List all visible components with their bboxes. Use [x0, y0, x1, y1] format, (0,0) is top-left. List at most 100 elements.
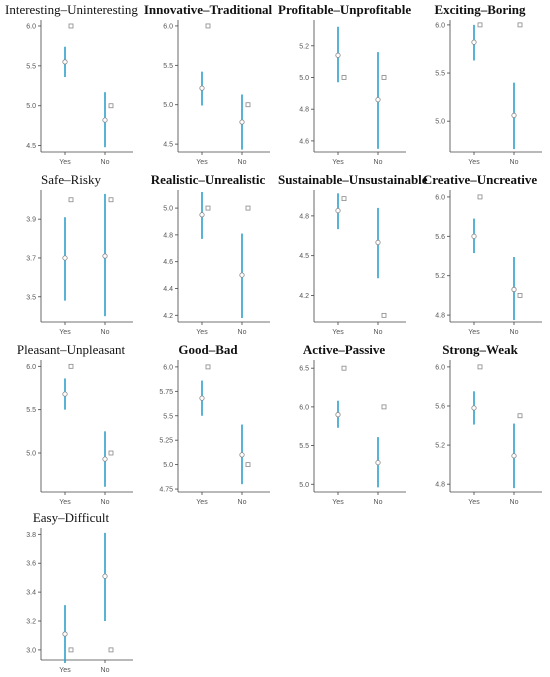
chart-title: Exciting–Boring [434, 2, 526, 17]
mean-point [511, 453, 517, 459]
square-point [245, 102, 251, 108]
mean-point [511, 286, 517, 293]
chart-title: Pleasant–Unpleasant [16, 342, 126, 357]
mean-point [239, 452, 245, 458]
y-tick-label: 3.8 [26, 532, 36, 539]
mean-point [239, 272, 245, 278]
y-tick-label: 5.0 [299, 75, 309, 82]
x-tick-label: No [238, 329, 247, 336]
y-tick-label: 5.0 [163, 102, 173, 109]
square-point [108, 647, 114, 653]
chart-title: Interesting–Uninteresting [5, 2, 138, 17]
x-tick-label: Yes [468, 329, 480, 336]
x-tick-label: Yes [468, 159, 480, 166]
mean-point [62, 59, 68, 65]
x-tick-label: Yes [196, 159, 208, 166]
y-tick-label: 4.8 [299, 213, 309, 220]
y-tick-label: 5.0 [163, 462, 173, 469]
square-point [341, 365, 347, 371]
y-tick-label: 5.0 [26, 451, 36, 458]
y-tick-label: 6.0 [163, 364, 173, 371]
y-tick-label: 5.0 [163, 206, 173, 213]
mean-point [511, 112, 517, 119]
square-point [245, 205, 251, 211]
chart-panel: Realistic–Unrealistic 4.2 4.4 4.6 4.8 5.0 Yes N… [142, 170, 274, 338]
x-tick-label: Yes [59, 667, 71, 674]
y-tick-label: 4.5 [26, 143, 36, 150]
square-point [245, 462, 251, 468]
chart-plot: 4.5 5.0 5.5 6.0 Yes No [163, 20, 270, 166]
mean-point [102, 573, 108, 579]
chart-plot: 4.8 5.2 5.6 6.0 Yes No [435, 190, 542, 336]
mean-point [239, 119, 245, 125]
y-tick-label: 3.0 [26, 647, 36, 654]
square-point [477, 364, 483, 370]
mean-point [471, 233, 477, 239]
y-tick-label: 4.2 [299, 293, 309, 300]
x-tick-label: No [510, 329, 519, 336]
y-tick-label: 5.0 [26, 103, 36, 110]
x-tick-label: No [238, 499, 247, 506]
y-tick-label: 4.8 [435, 313, 445, 320]
y-tick-label: 5.5 [163, 63, 173, 70]
square-point [205, 23, 211, 29]
mean-point [335, 412, 341, 418]
square-point [108, 450, 114, 456]
x-tick-label: Yes [59, 499, 71, 506]
mean-point [335, 52, 341, 58]
y-tick-label: 6.0 [435, 364, 445, 371]
square-point [205, 205, 211, 211]
mean-point [199, 212, 205, 218]
y-tick-label: 5.6 [435, 234, 445, 241]
chart-title: Sustainable–Unsustainable [278, 172, 428, 187]
y-tick-label: 5.25 [159, 438, 173, 445]
chart-title: Innovative–Traditional [143, 2, 273, 17]
chart-plot: 5.0 5.5 6.0 Yes No [435, 20, 542, 166]
chart-title: Easy–Difficult [32, 510, 110, 525]
mean-point [62, 631, 68, 637]
square-point [108, 197, 114, 203]
x-tick-label: Yes [59, 159, 71, 166]
chart-plot: 5.0 5.5 6.0 Yes No [26, 360, 133, 506]
y-tick-label: 6.5 [299, 366, 309, 373]
x-tick-label: Yes [332, 499, 344, 506]
chart-plot: 5.0 5.5 6.0 6.5 Yes No [299, 360, 406, 506]
chart-panel: Interesting–Uninteresting 4.5 5.0 5.5 6.0 Yes… [5, 0, 138, 168]
square-point [68, 197, 74, 203]
chart-panel: Profitable–Unprofitable 4.6 4.8 5.0 5.2 Yes No [278, 0, 411, 168]
square-point [205, 364, 211, 370]
chart-plot: 4.2 4.5 4.8 Yes No [299, 190, 406, 336]
y-tick-label: 6.0 [26, 364, 36, 371]
chart-plot: 4.75 5.0 5.25 5.5 5.75 6.0 Yes No [159, 360, 270, 506]
x-tick-label: No [510, 159, 519, 166]
y-tick-label: 4.8 [435, 482, 445, 489]
y-tick-label: 3.5 [26, 294, 36, 301]
x-tick-label: Yes [59, 329, 71, 336]
x-tick-label: No [101, 499, 110, 506]
square-point [68, 363, 74, 369]
square-point [381, 404, 387, 410]
y-tick-label: 4.5 [299, 253, 309, 260]
x-tick-label: Yes [332, 329, 344, 336]
chart-title: Active–Passive [302, 342, 386, 357]
chart-panel: Good–Bad 4.75 5.0 5.25 5.5 5.75 6.0 Yes No [142, 340, 274, 508]
y-tick-label: 6.0 [26, 23, 36, 30]
chart-plot: 4.5 5.0 5.5 6.0 Yes No [26, 20, 133, 166]
square-point [517, 293, 523, 298]
y-tick-label: 5.5 [26, 407, 36, 414]
chart-panel: Safe–Risky 3.5 3.7 3.9 Yes No [5, 170, 137, 338]
mean-point [102, 456, 108, 462]
x-tick-label: Yes [196, 329, 208, 336]
square-point [341, 196, 347, 202]
x-tick-label: No [101, 329, 110, 336]
chart-plot: 3.0 3.2 3.4 3.6 3.8 Yes No [26, 528, 133, 674]
y-tick-label: 6.0 [299, 404, 309, 411]
y-tick-label: 6.0 [435, 194, 445, 201]
chart-plot: 3.5 3.7 3.9 Yes No [26, 190, 133, 336]
mean-point [471, 39, 477, 45]
x-tick-label: No [510, 499, 519, 506]
chart-plot: 4.8 5.2 5.6 6.0 Yes No [435, 360, 542, 506]
square-point [68, 23, 74, 29]
square-point [108, 103, 114, 109]
